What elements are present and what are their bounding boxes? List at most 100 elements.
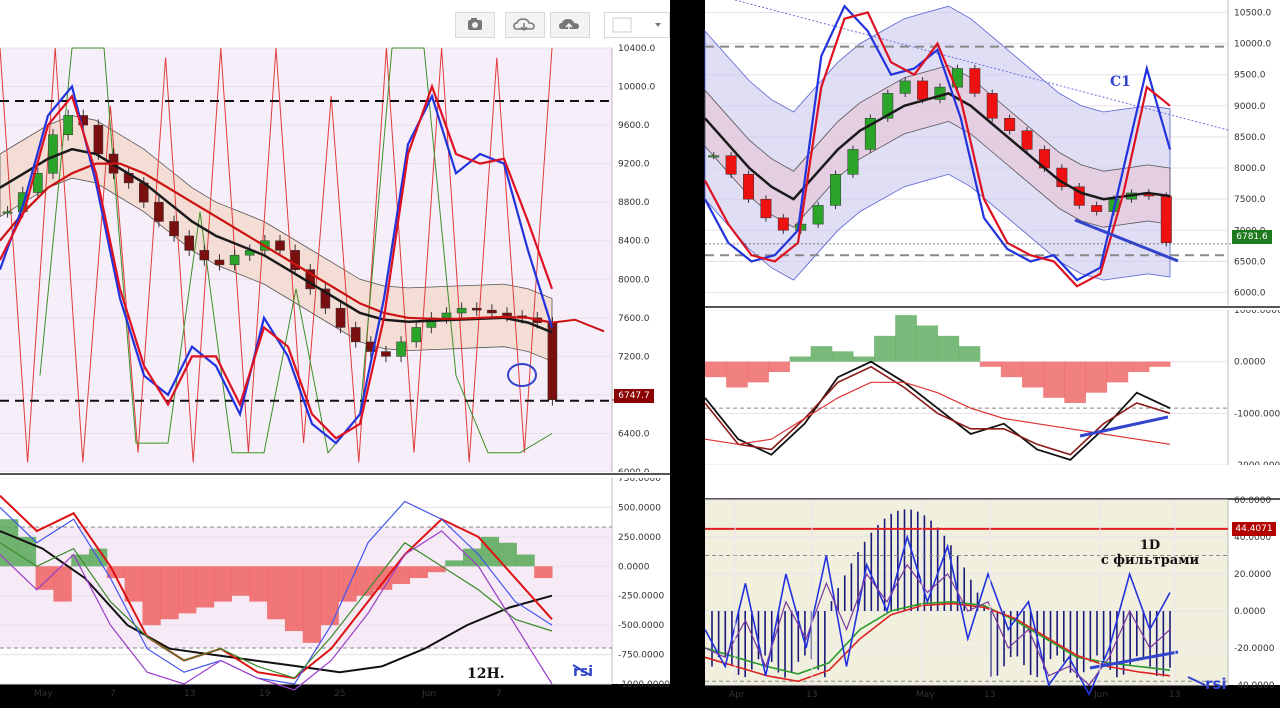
histogram-bar-right [1127,361,1150,372]
histogram-bar [231,566,250,596]
y-tick-label: -750.0000 [618,651,664,661]
histogram-bar [284,566,304,632]
y-tick-label: 7600.0 [618,314,650,324]
candle [169,221,179,237]
histogram-bar [124,566,143,602]
x-tick-label: 19 [259,689,271,699]
candle-right [969,68,981,94]
highlight-circle [507,363,537,387]
x-tick-label: 7 [496,689,502,699]
candle-right [986,93,998,119]
candle [275,240,285,251]
y-tick-label: 0.0000 [618,562,650,572]
candle-right [725,155,737,175]
y-tick-label: -1000.0000 [618,680,670,690]
price-label-right: 6781.6 [1232,230,1272,244]
candle [547,322,558,400]
histogram-bar [302,566,322,643]
histogram-bar [445,560,464,567]
y-tick-label: 0.0000 [1234,607,1266,617]
histogram-bar [320,566,339,626]
osc-right-black [704,360,1171,461]
candle [456,307,467,314]
candle [48,134,58,174]
histogram-bar-right [852,356,875,362]
histogram-bar-right [874,335,896,362]
histogram-bar-right [1064,361,1086,403]
cloud-download-icon[interactable] [505,12,545,38]
y-tick-label: 7500.0 [1234,195,1266,205]
histogram-bar [516,554,535,567]
series-right-2 [704,11,1171,288]
osc-black [0,530,553,674]
histogram-bar [160,566,179,620]
divergence-line-top [1074,218,1179,263]
y-tick-label: 8800.0 [618,198,650,208]
y-tick-label: -1000.0000 [1234,409,1280,419]
divergence-line-osc [1079,415,1169,438]
candle [320,288,331,309]
candle [471,307,482,311]
x-tick-label: 25 [334,689,345,699]
y-tick-label: 9200.0 [618,160,650,170]
histogram-bar-right [810,346,833,362]
histogram-bar-right [958,346,981,362]
candle-right [760,198,772,219]
y-tick-label: 10500.0 [1234,8,1271,18]
y-tick-label: 6500.0 [1234,257,1266,267]
y-tick-label: -20.0000 [1234,644,1275,654]
y-tick-label: 40.0000 [1234,533,1271,543]
candle [441,312,452,319]
histogram-bar [195,566,215,608]
camera-icon[interactable] [455,12,495,38]
annotation-1d: 1D с фильтрами [1100,538,1200,568]
pen-arrow-right [1187,676,1206,686]
histogram-bar-right [937,335,960,362]
cloud-upload-icon[interactable] [550,12,590,38]
y-tick-label: 8000.0 [1234,164,1266,174]
candle-right [1004,118,1016,131]
oscillator-red [0,47,553,463]
y-tick-label: 7200.0 [618,352,650,362]
candle [214,259,225,266]
dropdown-arrow-icon [655,23,661,27]
y-tick-label: 750.0000 [618,474,661,484]
histogram-bar [338,566,357,602]
candle-right [777,217,789,231]
x-tick-label: May [34,689,53,699]
candle-right [1160,195,1172,244]
histogram-bar-right [831,351,854,362]
y-tick-label: 250.0000 [618,533,661,543]
histogram-bar [106,566,126,579]
x-tick-label: Apr [729,690,745,700]
histogram-bar-right [705,361,727,378]
pen-arrow-left [572,664,591,676]
candle-right [1091,205,1103,212]
candle [63,115,73,135]
histogram-bar [373,566,393,590]
histogram-bar [267,566,286,620]
rsi-green [704,600,1171,675]
candle [199,250,210,261]
candle [366,341,376,352]
y-tick-label: 10400.0 [618,44,655,54]
histogram-bar-right [1000,361,1023,378]
color-swatch-icon[interactable] [604,12,670,38]
candle [93,124,104,155]
candle-right [743,174,754,200]
histogram-bar-right [916,325,938,362]
y-tick-label: 60.0000 [1234,496,1271,506]
histogram-bar-right [768,361,791,372]
osc-green [0,541,553,679]
y-tick-label: 9500.0 [1234,71,1266,81]
series-right-1 [704,4,1172,282]
y-tick-label: 10000.0 [1234,40,1271,50]
candle [350,327,361,343]
histogram-bar [71,554,90,567]
histogram-bar-right [747,361,769,383]
histogram-bar [213,566,232,602]
panel-plot-3 [705,310,1228,465]
trend-line-dotted [734,0,1229,131]
x-tick-label: 7 [110,689,116,699]
